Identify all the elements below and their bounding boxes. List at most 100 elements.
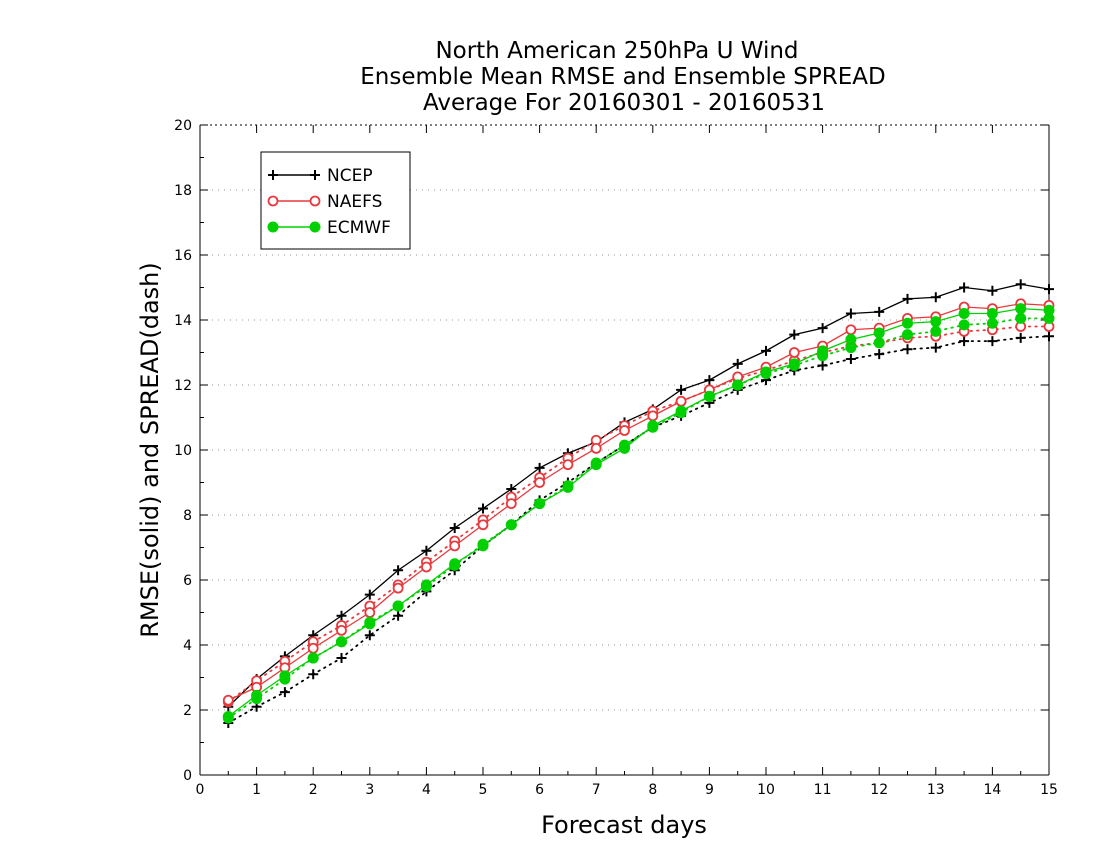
y-axis-label: RMSE(solid) and SPREAD(dash) [136, 262, 164, 638]
ncep-spread-point-4 [336, 653, 347, 663]
ecmwf-rmse-point-7 [420, 579, 432, 591]
y-tick-label-6: 12 [174, 378, 192, 394]
ecmwf-rmse-point-16 [675, 405, 687, 417]
ecmwf-rmse-point-19 [760, 366, 772, 378]
chart-title-line-2: Ensemble Mean RMSE and Ensemble SPREAD [360, 64, 885, 90]
ncep-spread-point-26 [959, 336, 970, 347]
ecmwf-rmse-point-21 [817, 345, 829, 357]
x-tick-label-0: 0 [196, 782, 205, 798]
ncep-rmse-point-11 [534, 462, 545, 473]
ncep-spread-point-23 [874, 349, 885, 360]
naefs-rmse-line [228, 303, 1050, 701]
ecmwf-rmse-point-29 [1043, 304, 1055, 316]
naefs-rmse-point-10 [505, 498, 517, 510]
ecmwf-rmse-point-17 [703, 390, 715, 402]
y-tick-label-0: 0 [183, 768, 192, 784]
ncep-spread-point-25 [930, 342, 941, 353]
ecmwf-rmse-point-12 [562, 481, 574, 493]
ecmwf-rmse-point-25 [930, 316, 942, 328]
series-naefs [222, 298, 1055, 708]
ncep-rmse-point-25 [930, 292, 941, 303]
y-tick-label-2: 4 [183, 638, 192, 654]
ncep-rmse-point-7 [421, 545, 432, 556]
y-tick-label-5: 10 [174, 443, 192, 459]
naefs-rmse-point-4 [336, 624, 347, 636]
legend-marker-right-naefs [309, 195, 321, 207]
x-axis-label: Forecast days [541, 811, 707, 839]
naefs-rmse-point-8 [449, 540, 461, 552]
ncep-rmse-point-24 [902, 293, 913, 304]
ecmwf-spread-line [227, 317, 1050, 720]
y-tick-label-4: 8 [183, 508, 192, 524]
y-tick-label-3: 6 [183, 573, 192, 589]
ncep-rmse-point-4 [336, 610, 347, 621]
ncep-rmse-point-26 [959, 282, 970, 293]
legend-marker-left-ncep [268, 170, 278, 180]
ecmwf-rmse-point-24 [902, 317, 913, 329]
legend-entry-ecmwf: ECMWF [267, 218, 391, 238]
ncep-rmse-point-16 [676, 384, 687, 395]
legend-marker-right-ecmwf [309, 221, 321, 233]
ecmwf-spread-point-27 [986, 317, 998, 329]
ecmwf-rmse-point-10 [505, 519, 517, 531]
ncep-spread-point-27 [987, 336, 998, 347]
ncep-spread-point-3 [308, 669, 319, 680]
y-tick-label-1: 2 [183, 703, 192, 719]
ecmwf-rmse-point-0 [222, 711, 234, 722]
ncep-spread-point-28 [1015, 332, 1026, 343]
x-tick-label-9: 9 [705, 782, 714, 798]
ncep-rmse-point-6 [393, 565, 404, 576]
legend-label-ecmwf: ECMWF [327, 218, 391, 238]
ecmwf-rmse-point-20 [788, 358, 800, 370]
ncep-spread-point-24 [902, 344, 913, 355]
ncep-rmse-point-21 [817, 323, 828, 334]
x-tick-label-14: 14 [983, 782, 1001, 798]
x-tick-label-15: 15 [1040, 782, 1058, 798]
legend-marker-left-ecmwf [267, 221, 279, 233]
ncep-rmse-point-22 [845, 308, 856, 319]
ncep-spread-point-29 [1044, 331, 1054, 342]
naefs-rmse-point-20 [788, 347, 800, 358]
ecmwf-rmse-point-14 [619, 442, 630, 454]
series-ecmwf [222, 303, 1055, 724]
naefs-rmse-point-6 [392, 582, 404, 594]
ecmwf-rmse-point-2 [279, 670, 291, 682]
ncep-rmse-point-23 [874, 306, 885, 317]
ecmwf-rmse-point-4 [336, 636, 347, 648]
x-tick-label-12: 12 [870, 782, 888, 798]
ecmwf-rmse-point-28 [1015, 303, 1027, 315]
legend-label-naefs: NAEFS [327, 192, 382, 212]
ncep-spread-point-2 [279, 687, 290, 698]
naefs-rmse-point-11 [534, 477, 545, 488]
x-tick-label-7: 7 [592, 782, 601, 798]
ncep-spread-point-6 [393, 610, 404, 621]
ecmwf-rmse-point-8 [449, 558, 461, 570]
legend-label-ncep: NCEP [327, 166, 373, 186]
naefs-rmse-point-22 [845, 324, 857, 336]
ncep-spread-point-22 [845, 354, 856, 364]
series-ncep [223, 279, 1054, 728]
legend-marker-left-naefs [267, 195, 279, 207]
ncep-spread-point-21 [817, 360, 828, 371]
ecmwf-rmse-point-1 [251, 689, 263, 701]
ncep-spread-line [227, 335, 1050, 724]
naefs-rmse-point-7 [420, 561, 432, 573]
x-tick-label-5: 5 [479, 782, 488, 798]
naefs-rmse-point-0 [222, 694, 234, 706]
naefs-rmse-point-16 [675, 395, 687, 407]
ecmwf-spread-point-23 [873, 337, 885, 349]
ecmwf-rmse-point-9 [477, 540, 489, 552]
naefs-rmse-point-15 [647, 410, 659, 422]
ncep-rmse-point-17 [704, 375, 715, 386]
y-tick-label-8: 16 [174, 248, 192, 264]
legend-marker-right-ncep [310, 170, 320, 180]
ncep-spread-point-5 [364, 630, 375, 641]
x-tick-label-11: 11 [814, 782, 832, 798]
y-tick-label-7: 14 [174, 313, 192, 329]
ecmwf-rmse-point-27 [986, 308, 998, 319]
naefs-spread-line [227, 325, 1050, 703]
naefs-rmse-point-13 [590, 442, 602, 454]
ecmwf-spread-point-24 [902, 329, 913, 341]
naefs-rmse-point-14 [619, 425, 630, 436]
